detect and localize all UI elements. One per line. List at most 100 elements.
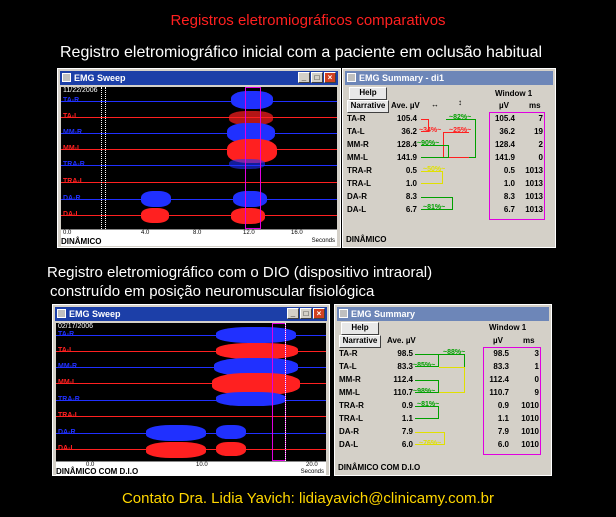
summary-row: TA-L 36.2 36.2 19: [347, 127, 551, 139]
tick-label: 0.0: [63, 230, 72, 236]
window-box: [483, 347, 541, 455]
percent-label: ~98%~: [413, 388, 436, 395]
comparison-bracket: [421, 197, 453, 210]
row-ms: 2: [538, 140, 543, 149]
row-ms: 1010: [521, 440, 539, 449]
help-button[interactable]: Help: [341, 322, 379, 335]
comparison-bracket: [439, 367, 465, 393]
channel-label: TA-R: [58, 331, 74, 338]
row-ave: 110.7: [393, 388, 413, 397]
row-label: TRA-L: [347, 179, 371, 188]
row-ms: 1013: [525, 179, 543, 188]
window-title: EMG Summary: [351, 309, 416, 319]
row-ave: 105.4: [396, 114, 417, 123]
emg-burst: [216, 392, 286, 406]
time-axis: 0.0 4.0 8.0 12.0 16.0 Seconds DINÂMICO: [61, 229, 337, 246]
recording-date: 02/17/2006: [58, 323, 94, 330]
tick-label: 10.0: [196, 462, 208, 468]
minimize-button[interactable]: _: [298, 72, 310, 83]
tick-label: 4.0: [141, 230, 150, 236]
row-label: TA-L: [339, 362, 357, 371]
channel-trace: [61, 133, 337, 134]
row-label: DA-R: [339, 427, 359, 436]
uv-header: µV: [493, 336, 503, 345]
row-label: MM-L: [347, 153, 368, 162]
percent-label: ~81%~: [423, 204, 446, 211]
summary-row: TRA-R 0.5 0.5 1013: [347, 166, 551, 178]
tick-label: 0.0: [86, 462, 95, 468]
emg-burst: [146, 425, 206, 441]
close-button[interactable]: ×: [313, 308, 325, 319]
axis-unit: Seconds: [311, 238, 335, 244]
window-title: EMG Sweep: [69, 309, 121, 319]
summary-row: DA-L 6.7 6.7 1013: [347, 205, 551, 217]
cursor-line[interactable]: [101, 87, 102, 229]
maximize-button[interactable]: □: [300, 308, 312, 319]
narrative-button[interactable]: Narrative: [347, 100, 389, 113]
row-label: MM-R: [339, 375, 361, 384]
percent-label: ~82%~: [449, 114, 472, 121]
row-uv: 6.7: [503, 205, 515, 214]
summary-row: MM-L 110.7 110.7 9: [339, 388, 545, 400]
comparison-bracket: [421, 145, 449, 158]
row-ave: 7.9: [401, 427, 413, 436]
comparison-bracket: [415, 432, 445, 445]
ms-header: ms: [529, 101, 541, 110]
row-label: MM-R: [347, 140, 369, 149]
row-label: DA-L: [339, 440, 359, 449]
cursor-line[interactable]: [285, 323, 286, 461]
emg-burst: [216, 343, 298, 359]
comparison-bracket: [415, 354, 439, 367]
summary-row: MM-R 128.4 128.4 2: [347, 140, 551, 152]
close-button[interactable]: ×: [324, 72, 336, 83]
emg-summary-titlebar-2[interactable]: EMG Summary: [337, 307, 549, 321]
narrative-button[interactable]: Narrative: [339, 335, 381, 348]
channel-label: DA-R: [58, 429, 76, 436]
row-ms: 0: [534, 375, 539, 384]
channel-label: DA-L: [63, 211, 80, 218]
channel-trace: [56, 351, 326, 352]
row-label: TRA-R: [347, 166, 372, 175]
app-icon: [347, 73, 356, 82]
channel-label: TRA-R: [58, 396, 80, 403]
row-ave: 98.5: [397, 349, 413, 358]
tick-label: 20.0: [306, 462, 318, 468]
row-ms: 19: [534, 127, 543, 136]
channel-trace: [61, 149, 337, 150]
help-button[interactable]: Help: [349, 87, 387, 100]
channel-trace: [61, 117, 337, 118]
page-title: Registros eletromiográficos comparativos: [170, 12, 446, 29]
emg-sweep-window-2: EMG Sweep _ □ × 02/17/2006 TA-R TA-L MM-…: [52, 304, 330, 476]
minimize-button[interactable]: _: [287, 308, 299, 319]
emg-burst: [212, 373, 300, 395]
maximize-button[interactable]: □: [311, 72, 323, 83]
channel-label: MM-L: [58, 379, 76, 386]
window-marker[interactable]: [245, 87, 261, 229]
window-marker[interactable]: [272, 323, 286, 461]
cursor-line[interactable]: [105, 87, 106, 229]
row-uv: 141.9: [494, 153, 515, 162]
percent-label: ~25%~: [449, 127, 472, 134]
emg-burst: [229, 111, 273, 125]
percent-label: ~88%~: [443, 349, 466, 356]
time-axis: 0.0 10.0 20.0 Seconds DINÂMICO COM D.I.O: [56, 461, 326, 476]
row-ave: 6.0: [401, 440, 413, 449]
channel-label: TRA-L: [58, 412, 79, 419]
row-ave: 6.7: [405, 205, 417, 214]
row-ms: 3: [534, 349, 539, 358]
row-ave: 1.1: [401, 414, 413, 423]
emg-burst: [216, 425, 246, 439]
axis-unit: Seconds: [300, 469, 324, 475]
comparison-bracket: [421, 119, 429, 132]
emg-summary-titlebar-1[interactable]: EMG Summary - di1: [345, 71, 553, 85]
channel-label: MM-R: [63, 129, 82, 136]
summary-row: TA-L 83.3 83.3 1: [339, 362, 545, 374]
emg-plot-2: 02/17/2006 TA-R TA-L MM-R MM-L TRA-R TRA…: [56, 323, 326, 461]
channel-trace: [61, 101, 337, 102]
emg-sweep-titlebar-2[interactable]: EMG Sweep _ □ ×: [55, 307, 327, 321]
subtitle-initial: Registro eletromiográfico inicial com a …: [60, 44, 543, 61]
emg-sweep-titlebar-1[interactable]: EMG Sweep _ □ ×: [60, 71, 338, 85]
row-ave: 1.0: [405, 179, 417, 188]
row-ave: 8.3: [405, 192, 417, 201]
emg-burst: [229, 159, 265, 169]
